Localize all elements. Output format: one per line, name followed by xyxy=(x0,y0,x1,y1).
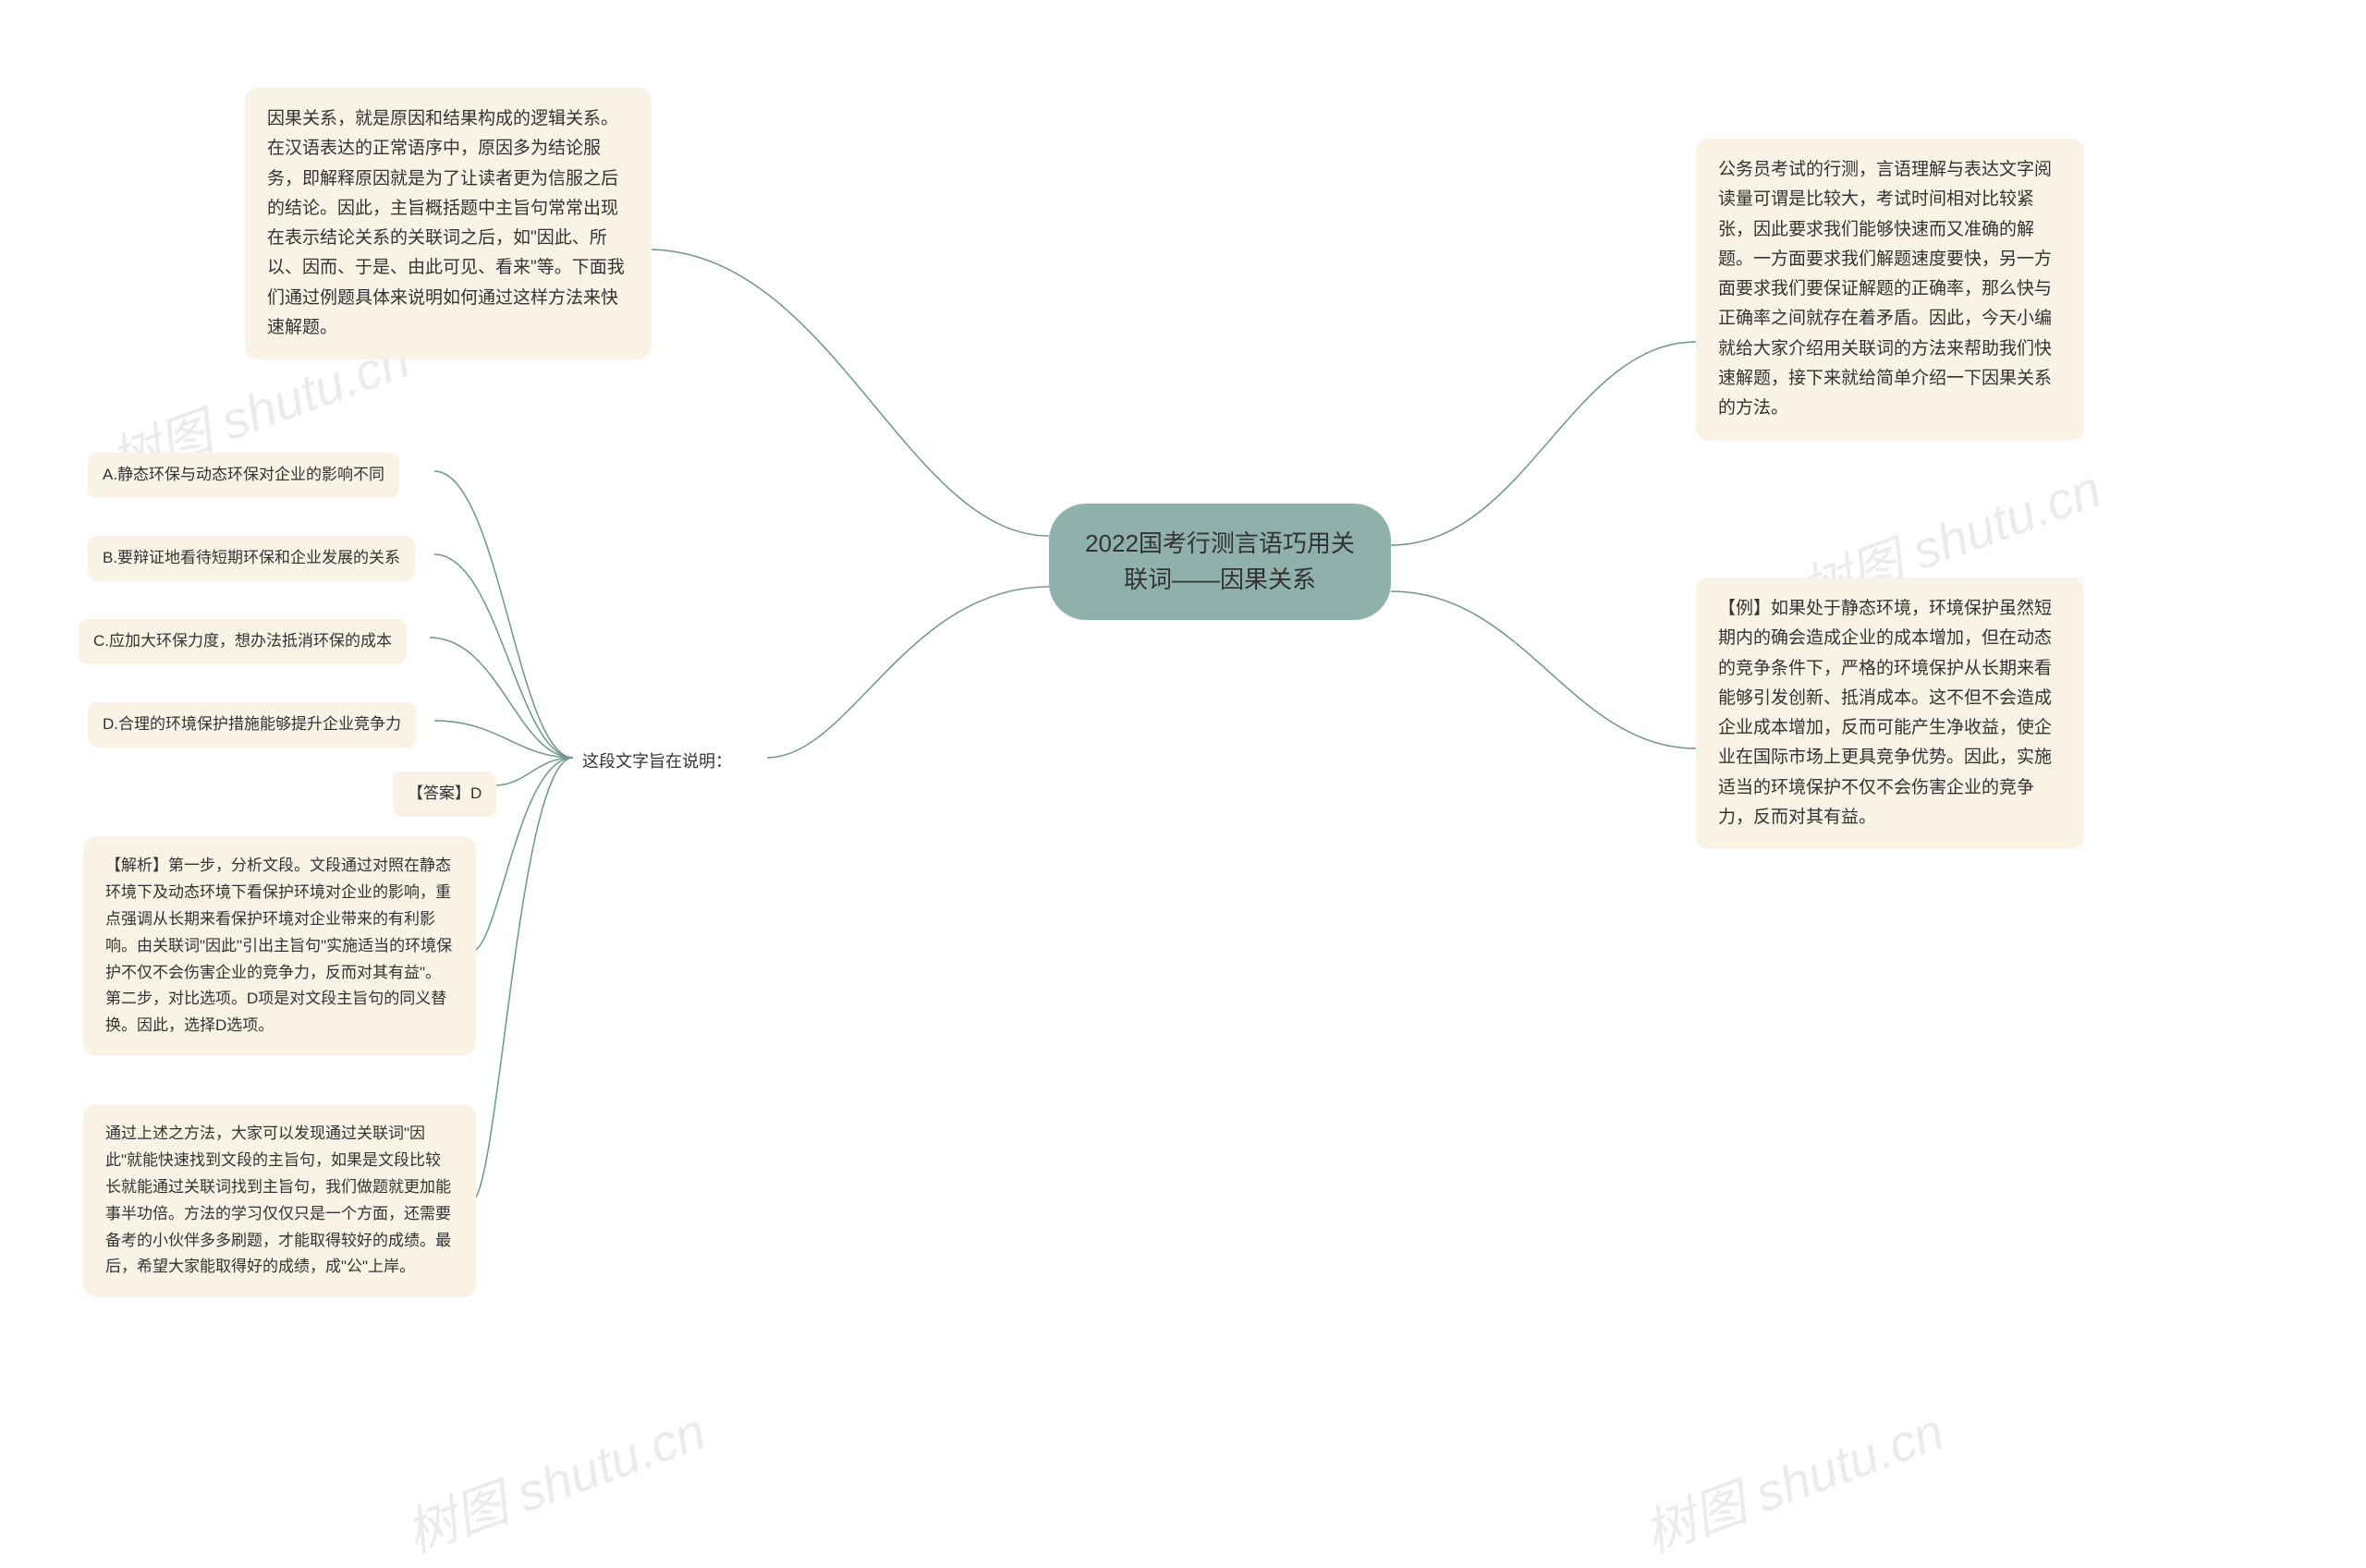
analysis-node: 【解析】第一步，分析文段。文段通过对照在静态环境下及动态环境下看保护环境对企业的… xyxy=(83,836,476,1056)
option-a: A.静态环保与动态环保对企业的影响不同 xyxy=(88,453,399,498)
option-d: D.合理的环境保护措施能够提升企业竞争力 xyxy=(88,702,416,748)
intro-node: 公务员考试的行测，言语理解与表达文字阅读量可谓是比较大，考试时间相对比较紧张，因… xyxy=(1696,139,2084,441)
option-b: B.要辩证地看待短期环保和企业发展的关系 xyxy=(88,536,415,581)
example-node: 【例】如果处于静态环境，环境保护虽然短期内的确会造成企业的成本增加，但在动态的竞… xyxy=(1696,577,2084,849)
question-label: 这段文字旨在说明： xyxy=(582,748,732,772)
watermark: 树图 shutu.cn xyxy=(1632,1390,1953,1567)
center-node: 2022国考行测言语巧用关 联词——因果关系 xyxy=(1049,504,1391,620)
center-title-line2: 联词——因果关系 xyxy=(1082,562,1358,598)
conclusion-node: 通过上述之方法，大家可以发现通过关联词"因此"就能快速找到文段的主旨句，如果是文… xyxy=(83,1104,476,1297)
option-c: C.应加大环保力度，想办法抵消环保的成本 xyxy=(79,619,407,664)
watermark: 树图 shutu.cn xyxy=(394,1390,714,1567)
definition-node: 因果关系，就是原因和结果构成的逻辑关系。在汉语表达的正常语序中，原因多为结论服务… xyxy=(245,88,652,359)
answer-node: 【答案】D xyxy=(393,772,496,817)
center-title-line1: 2022国考行测言语巧用关 xyxy=(1082,526,1358,562)
